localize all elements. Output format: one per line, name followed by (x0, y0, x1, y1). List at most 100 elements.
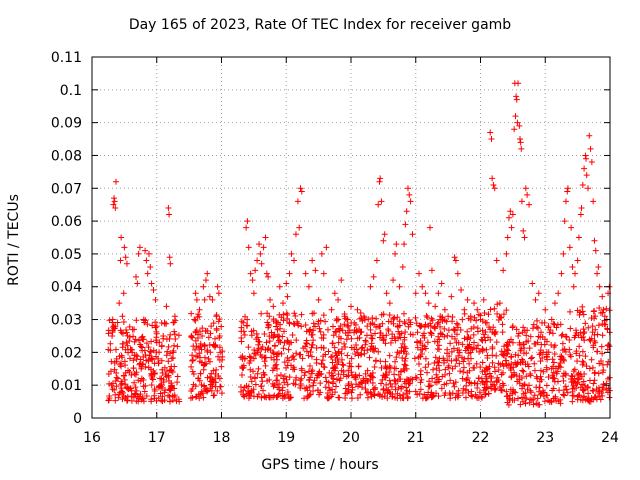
data-point (254, 393, 261, 400)
data-point (550, 374, 557, 381)
data-point (428, 315, 435, 322)
data-point (354, 349, 361, 356)
data-point (482, 386, 489, 393)
data-point (273, 319, 280, 326)
data-point (509, 211, 516, 218)
data-point (145, 250, 152, 257)
data-point (131, 338, 138, 345)
data-point (357, 391, 364, 398)
data-point (567, 325, 574, 332)
data-point (269, 367, 276, 374)
data-point (160, 376, 167, 383)
data-point (579, 381, 586, 388)
data-point (391, 365, 398, 372)
data-point (406, 191, 413, 198)
data-point (270, 316, 277, 323)
data-point (434, 358, 441, 365)
data-point (301, 395, 308, 402)
data-point (298, 375, 305, 382)
data-point (577, 211, 584, 218)
data-point (441, 306, 448, 313)
data-point (427, 382, 434, 389)
data-point (341, 313, 348, 320)
data-point (401, 367, 408, 374)
data-point (188, 363, 195, 370)
data-point (248, 332, 255, 339)
data-point (192, 317, 199, 324)
data-point (403, 376, 410, 383)
data-point (479, 368, 486, 375)
data-point (258, 260, 265, 267)
data-point (123, 326, 130, 333)
data-point (355, 363, 362, 370)
data-point (246, 353, 253, 360)
data-point (589, 323, 596, 330)
data-point (395, 335, 402, 342)
data-point (325, 395, 332, 402)
data-point (511, 126, 518, 133)
data-point (452, 257, 459, 264)
data-point (451, 254, 458, 261)
data-point (323, 244, 330, 251)
data-point (457, 368, 464, 375)
data-point (201, 296, 208, 303)
data-point (326, 384, 333, 391)
data-point (261, 394, 268, 401)
data-point (459, 316, 466, 323)
data-point (388, 383, 395, 390)
data-point (438, 385, 445, 392)
data-point (493, 339, 500, 346)
data-point (454, 321, 461, 328)
data-point (386, 311, 393, 318)
data-point (281, 379, 288, 386)
data-point (402, 328, 409, 335)
data-point (447, 377, 454, 384)
data-point (329, 372, 336, 379)
data-point (488, 385, 495, 392)
data-point (307, 374, 314, 381)
data-point (499, 321, 506, 328)
data-point (276, 381, 283, 388)
data-point (116, 353, 123, 360)
data-point (417, 386, 424, 393)
data-point (422, 321, 429, 328)
data-point (581, 328, 588, 335)
data-point (478, 336, 485, 343)
data-point (165, 372, 172, 379)
data-point (357, 351, 364, 358)
data-point (261, 393, 268, 400)
data-point (586, 365, 593, 372)
data-point (526, 382, 533, 389)
data-point (189, 356, 196, 363)
data-point (579, 181, 586, 188)
data-point (396, 392, 403, 399)
data-point (144, 321, 151, 328)
data-point (491, 305, 498, 312)
data-point (335, 326, 342, 333)
data-point (598, 343, 605, 350)
data-point (520, 368, 527, 375)
data-point (244, 316, 251, 323)
x-tick-label: 22 (472, 430, 490, 446)
data-point (569, 264, 576, 271)
data-point (580, 311, 587, 318)
data-point (522, 185, 529, 192)
y-tick-label: 0 (73, 411, 82, 427)
data-point (453, 357, 460, 364)
data-point (400, 395, 407, 402)
data-point (584, 383, 591, 390)
data-point (316, 371, 323, 378)
data-point (367, 346, 374, 353)
data-point (451, 335, 458, 342)
data-point (362, 337, 369, 344)
data-point (214, 283, 221, 290)
data-point (567, 351, 574, 358)
data-point (468, 325, 475, 332)
data-point (417, 379, 424, 386)
data-point (467, 355, 474, 362)
data-point (550, 395, 557, 402)
data-point (200, 394, 207, 401)
data-point (461, 306, 468, 313)
data-point (280, 300, 287, 307)
data-point (124, 384, 131, 391)
